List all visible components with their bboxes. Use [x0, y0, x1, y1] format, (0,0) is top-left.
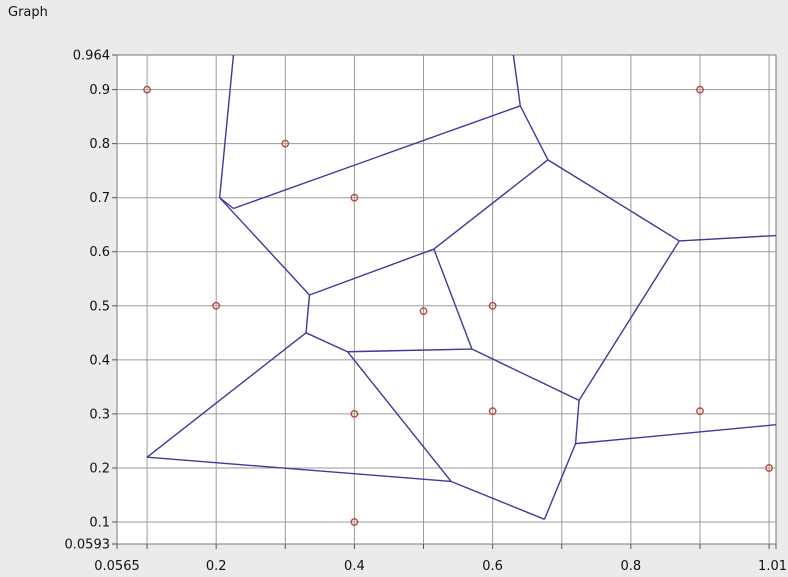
data-point [419, 307, 428, 316]
edge-line [346, 351, 452, 482]
edge-line [519, 105, 549, 161]
data-point [350, 518, 359, 526]
edge-line [471, 348, 580, 402]
data-point [143, 85, 151, 94]
edge-line [543, 443, 577, 520]
edge-line [219, 197, 310, 296]
x-tick-label: 0.4 [344, 559, 365, 574]
edge-line [433, 159, 549, 250]
edge-line [433, 248, 473, 350]
edge-line [450, 480, 545, 520]
y-tick-label: 0.4 [89, 353, 110, 368]
y-tick-label: 0.2 [89, 461, 110, 476]
y-tick-label: 0.7 [89, 191, 110, 206]
data-point [281, 139, 290, 148]
data-point [765, 464, 773, 472]
edge-line [305, 294, 311, 333]
y-tick-label: 0.5 [89, 299, 110, 314]
edge-line [578, 240, 680, 401]
edge-line [218, 54, 235, 198]
y-tick-label: 0.3 [89, 407, 110, 422]
edge-line [309, 248, 435, 296]
edge-line [147, 456, 452, 483]
edge-line [146, 332, 307, 458]
data-point [488, 407, 497, 416]
edge-line [679, 234, 777, 242]
x-tick-label: 1.01 [758, 559, 787, 574]
y-tick-label: 0.0593 [65, 538, 111, 553]
x-tick-label: 0.6 [482, 559, 503, 574]
y-tick-label: 0.9 [89, 83, 110, 98]
data-point [350, 409, 359, 418]
data-point [212, 301, 221, 310]
data-point [488, 301, 497, 310]
edge-line [347, 348, 472, 353]
x-tick-label: 0.2 [206, 559, 227, 574]
y-tick-label: 0.6 [89, 245, 110, 260]
edge-line [575, 424, 777, 445]
data-point [696, 407, 704, 416]
edge-line [512, 54, 521, 106]
plot-area [116, 54, 777, 545]
x-tick-label: 0.8 [621, 559, 642, 574]
y-tick-label: 0.8 [89, 137, 110, 152]
edge-line [574, 400, 580, 444]
x-tick-label: 0.0565 [94, 559, 140, 574]
data-point [350, 193, 359, 202]
y-tick-label: 0.964 [73, 49, 110, 64]
data-point [696, 85, 704, 94]
y-tick-label: 0.1 [89, 516, 110, 531]
edge-line [233, 105, 521, 210]
edge-line [547, 159, 680, 242]
graph-title: Graph [8, 5, 48, 20]
edge-line [305, 332, 348, 353]
